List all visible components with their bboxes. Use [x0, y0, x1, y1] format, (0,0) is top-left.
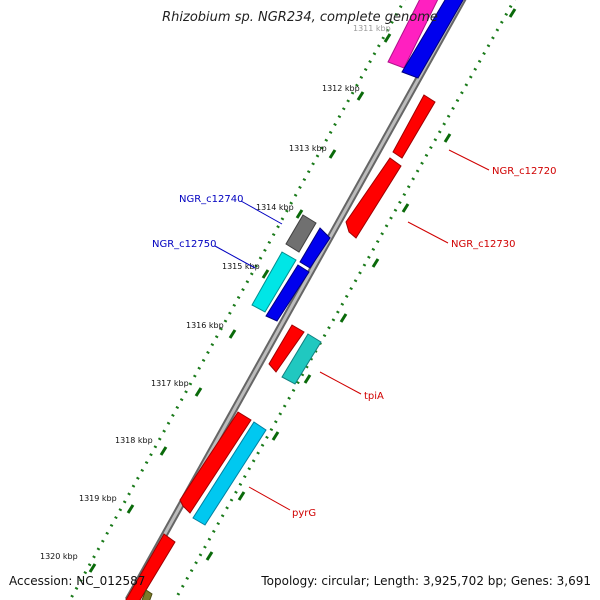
label-ngr-c12740[interactable]: NGR_c12740	[179, 194, 244, 205]
feature-blue-gene[interactable]	[265, 264, 310, 322]
leader-tpia	[319, 371, 362, 395]
feature-pyrg[interactable]	[192, 421, 267, 526]
leader-ngr-c12740	[240, 200, 283, 225]
map-title: Rhizobium sp. NGR234, complete genome	[162, 10, 438, 25]
tick-label-1318: 1318 kbp	[115, 436, 153, 445]
feature-blue-gene-small[interactable]	[299, 227, 331, 269]
tick-label-1311: 1311 kbp	[353, 24, 391, 33]
feature-tpia[interactable]	[281, 333, 322, 385]
leader-pyrg	[248, 486, 291, 511]
tick-label-1314: 1314 kbp	[256, 203, 294, 212]
tick-label-1313: 1313 kbp	[289, 144, 327, 153]
feature-red-gene-small[interactable]	[268, 324, 305, 373]
label-ngr-c12720[interactable]: NGR_c12720	[492, 166, 557, 177]
inner-track-ticks	[205, 8, 517, 561]
feature-blue-top[interactable]	[401, 0, 466, 79]
leader-ngr-c12730	[407, 221, 449, 244]
feature-olive-gene-bottom[interactable]	[140, 589, 153, 600]
tick-label-1315: 1315 kbp	[222, 262, 260, 271]
tick-label-1319: 1319 kbp	[79, 494, 117, 503]
tick-label-1312: 1312 kbp	[322, 84, 360, 93]
label-tpia[interactable]: tpiA	[364, 391, 384, 402]
tick-label-1317: 1317 kbp	[151, 379, 189, 388]
feature-ngr-c12740[interactable]	[285, 214, 317, 253]
feature-ngr-c12730[interactable]	[345, 157, 402, 239]
outer-track-ticks	[88, 33, 392, 573]
leader-ngr-c12750	[214, 245, 256, 269]
label-ngr-c12750[interactable]: NGR_c12750	[152, 239, 217, 250]
tick-label-1316: 1316 kbp	[186, 321, 224, 330]
feature-ngr-c12720[interactable]	[392, 94, 436, 159]
leader-ngr-c12720	[448, 149, 490, 171]
label-pyrg[interactable]: pyrG	[292, 508, 316, 519]
feature-red-gene-bottom[interactable]	[123, 533, 176, 600]
label-ngr-c12730[interactable]: NGR_c12730	[451, 239, 516, 250]
feature-red-gene-large[interactable]	[179, 411, 252, 514]
feature-ngr-c12750[interactable]	[251, 251, 297, 313]
topology-summary: Topology: circular; Length: 3,925,702 bp…	[261, 574, 591, 588]
tick-label-1320: 1320 kbp	[40, 552, 78, 561]
accession-label: Accession: NC_012587	[9, 574, 146, 588]
